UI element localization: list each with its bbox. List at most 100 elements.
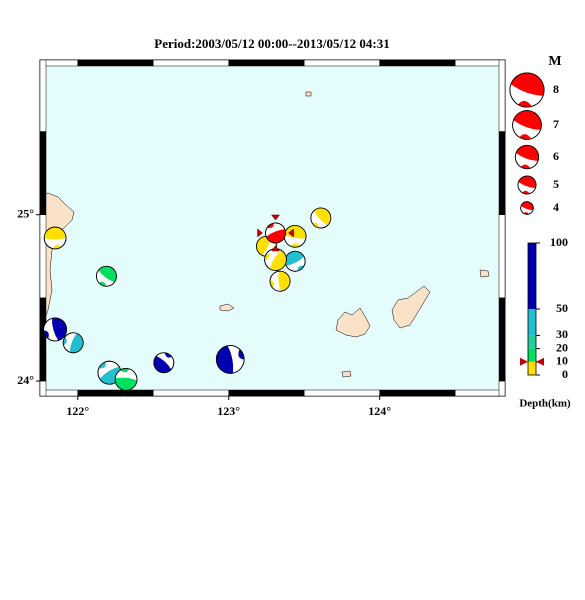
beachball-outline: [269, 270, 291, 292]
depth-band: [528, 335, 536, 349]
legend-ball: [509, 72, 545, 108]
legend-label: 7: [553, 117, 559, 131]
island: [219, 303, 235, 312]
frame-segment: [152, 59, 229, 67]
legend-ball: [514, 144, 540, 170]
depth-band: [528, 361, 536, 375]
beachball-compression: [285, 251, 305, 266]
beachball-compression: [313, 208, 331, 226]
frame-segment: [39, 380, 47, 397]
frame-segment: [303, 389, 380, 397]
event: [269, 270, 291, 292]
latest-marker: [257, 228, 263, 238]
frame-segment: [379, 389, 456, 397]
event: [283, 225, 307, 248]
depth-band: [528, 309, 536, 336]
depth-band: [528, 348, 536, 362]
event: [114, 368, 138, 391]
frame-segment: [77, 389, 154, 397]
event: [153, 352, 175, 374]
latest-marker: [288, 228, 294, 238]
event: [62, 332, 84, 354]
depth-tick-label: 0: [562, 367, 568, 381]
beachball-compression: [44, 227, 66, 240]
legend-ball: [512, 110, 542, 140]
lat-tick-label: 24°: [17, 373, 34, 387]
beachball-compression: [278, 271, 290, 292]
legend-label: 4: [553, 200, 559, 214]
legend-ball: [520, 201, 534, 215]
frame-segment: [498, 297, 506, 382]
beachball-compression: [98, 266, 117, 283]
frame-segment: [454, 59, 506, 67]
depth-tick-label: 100: [550, 235, 568, 249]
beachball-outline: [43, 317, 67, 342]
beachball-compression: [153, 356, 172, 373]
depth-marker: [520, 357, 544, 366]
beachball-compression: [98, 281, 107, 287]
event: [43, 317, 67, 342]
event: [284, 250, 306, 272]
beachball-compression: [266, 229, 286, 243]
frame-segment: [498, 214, 506, 299]
beachball-outline: [310, 207, 332, 229]
beachball-outline: [215, 345, 245, 374]
beachball-outline: [114, 368, 138, 391]
event: [265, 222, 286, 244]
beachball-compression: [297, 265, 305, 271]
event: [264, 248, 287, 271]
island: [305, 91, 312, 97]
beachball-compression: [312, 222, 320, 228]
beachball-compression: [164, 352, 172, 358]
beachball-compression: [518, 100, 532, 108]
beachball-compression: [518, 176, 536, 189]
frame-segment: [303, 59, 380, 67]
island: [479, 269, 490, 278]
event: [96, 265, 117, 287]
lon-tick-label: 124°: [368, 404, 391, 418]
event: [215, 345, 245, 374]
frame-segment: [77, 59, 154, 67]
frame-segment: [39, 214, 47, 299]
beachball-compression: [513, 110, 542, 130]
beachball-outline: [264, 248, 287, 271]
depth-label: Depth(km): [519, 398, 571, 410]
land: [39, 91, 490, 378]
beachball-outline: [43, 226, 67, 250]
legend-label: 8: [553, 82, 559, 96]
magnitude-legend-title: M: [548, 54, 561, 69]
beachball-compression: [43, 330, 49, 339]
beachball-compression: [516, 145, 539, 162]
depth-tick-label: 30: [556, 327, 568, 341]
event: [310, 207, 332, 229]
island: [335, 307, 371, 338]
beachball-compression: [266, 223, 274, 229]
depth-tick-label: 50: [556, 301, 568, 315]
beachball-outline: [284, 250, 306, 272]
frame-segment: [152, 389, 229, 397]
beachball-compression: [284, 225, 307, 239]
beachball-outline: [265, 222, 286, 244]
beachball-compression: [519, 134, 532, 140]
frame-segment: [379, 59, 456, 67]
beachball-compression: [269, 250, 287, 271]
latest-marker: [270, 214, 281, 221]
beachball-compression: [69, 333, 84, 353]
beachball-compression: [510, 72, 545, 96]
beachball-outline: [96, 265, 117, 287]
frame-segment: [228, 59, 305, 67]
beachball-outline: [517, 175, 537, 195]
beachball-compression: [51, 317, 67, 341]
depth-tick-label: 20: [556, 340, 568, 354]
legend-label: 5: [553, 177, 559, 191]
beachball-compression: [521, 201, 534, 211]
beachball-outline: [509, 72, 545, 108]
depth-band: [528, 243, 536, 309]
event: [43, 226, 67, 250]
beachball-outline: [62, 332, 84, 354]
frame-segment: [228, 389, 305, 397]
frame-segment: [454, 389, 506, 397]
lon-tick-label: 123°: [217, 404, 240, 418]
frame-segment: [39, 131, 47, 215]
